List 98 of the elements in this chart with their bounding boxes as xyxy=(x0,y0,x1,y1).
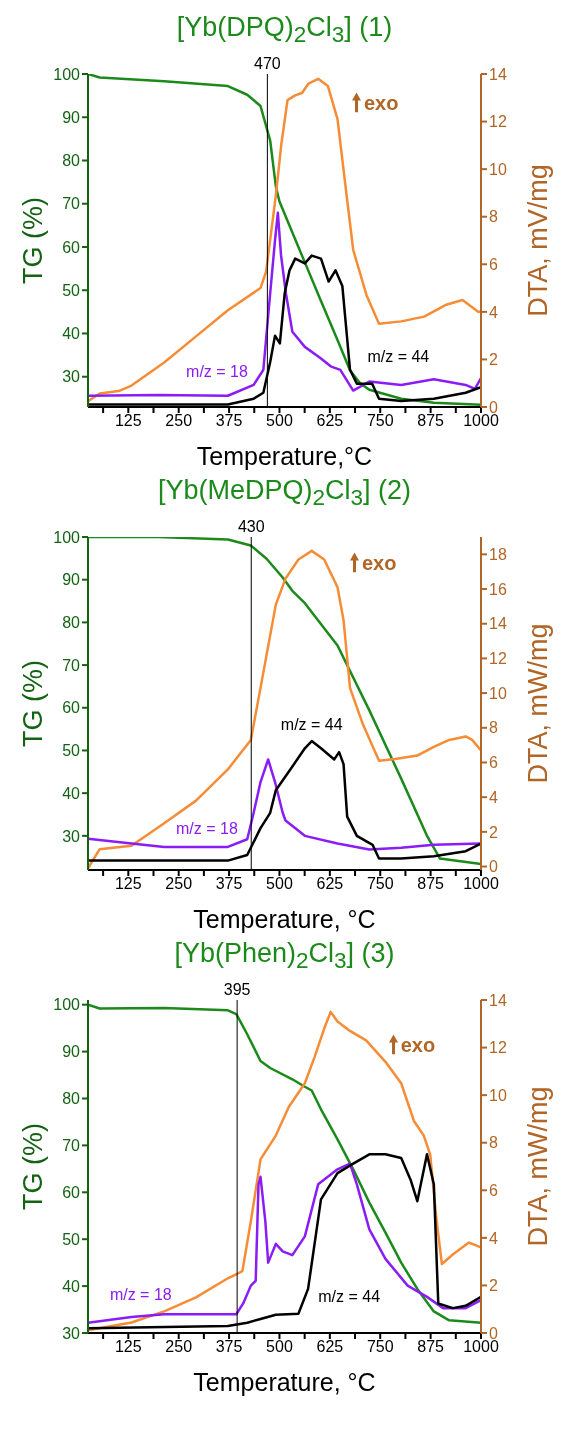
y2-tick-label: 12 xyxy=(489,113,507,131)
x-tick-label: 750 xyxy=(366,412,394,430)
y2-tick-label: 6 xyxy=(489,1181,498,1199)
y2-tick-label: 12 xyxy=(489,1039,507,1057)
y-tick-label: 60 xyxy=(62,238,81,256)
x-tick-label: 625 xyxy=(316,412,344,430)
x-tick-label: 375 xyxy=(215,412,243,430)
annotation: exo xyxy=(362,551,397,575)
x-tick-label: 250 xyxy=(165,875,193,893)
x-tick-label: 375 xyxy=(215,1338,243,1356)
y-tick-label: 30 xyxy=(62,368,81,386)
y-tick-label: 80 xyxy=(62,614,81,632)
x-axis-title: Temperature, °C xyxy=(193,1368,376,1396)
ref-line-label: 395 xyxy=(223,981,251,998)
series-label: m/z = 44 xyxy=(367,348,430,367)
x-tick-label: 125 xyxy=(114,412,142,430)
x-tick-label: 125 xyxy=(114,1338,142,1356)
y-tick-label: 40 xyxy=(62,325,81,343)
y2-tick-label: 4 xyxy=(489,788,498,806)
x-tick-label: 500 xyxy=(266,1338,293,1356)
y2-tick-label: 4 xyxy=(489,303,498,321)
series-label: m/z = 44 xyxy=(318,1287,381,1306)
x-tick-label: 500 xyxy=(266,412,293,430)
y-axis-title: TG (%) xyxy=(17,1123,48,1210)
y-tick-label: 50 xyxy=(62,281,81,299)
x-tick-label: 1000 xyxy=(463,875,499,893)
y2-axis-title: DTA, mW/mg xyxy=(522,1086,553,1247)
chart-title: [Yb(MeDPQ)$_{2}$Cl$_{3}$] (2) xyxy=(156,474,413,511)
y-axis-title: TG (%) xyxy=(17,197,48,284)
x-tick-label: 1000 xyxy=(463,412,499,430)
annotation: exo xyxy=(364,91,399,115)
y2-tick-label: 2 xyxy=(489,351,498,369)
x-tick-label: 375 xyxy=(215,875,243,893)
x-tick-label: 875 xyxy=(417,1338,445,1356)
ref-line-label: 430 xyxy=(237,518,265,535)
x-axis-title: Temperature, °C xyxy=(193,905,376,933)
x-tick-label: 250 xyxy=(165,412,193,430)
y2-tick-label: 18 xyxy=(489,546,507,564)
y-tick-label: 40 xyxy=(62,1277,81,1295)
y2-tick-label: 10 xyxy=(489,160,507,178)
y2-axis-title: DTA, mW/mg xyxy=(522,623,553,784)
y-tick-label: 80 xyxy=(62,152,81,170)
y-tick-label: 100 xyxy=(53,65,81,83)
y2-tick-label: 10 xyxy=(489,684,507,702)
x-tick-label: 875 xyxy=(417,875,445,893)
y-tick-label: 30 xyxy=(62,827,81,845)
ref-line-label: 470 xyxy=(254,55,281,72)
x-tick-label: 875 xyxy=(417,412,445,430)
y2-tick-label: 6 xyxy=(489,255,498,273)
y-tick-label: 90 xyxy=(62,108,81,126)
y2-tick-label: 12 xyxy=(489,650,507,668)
y-tick-label: 90 xyxy=(62,571,81,589)
x-tick-label: 500 xyxy=(266,875,293,893)
y2-tick-label: 14 xyxy=(489,65,507,83)
series-label: m/z = 18 xyxy=(176,820,238,839)
chart-title: [Yb(DPQ)$_{2}$Cl$_{3}$] (1) xyxy=(175,11,394,48)
y-tick-label: 50 xyxy=(62,742,81,760)
x-tick-label: 1000 xyxy=(463,1338,499,1356)
y2-tick-label: 2 xyxy=(489,1277,498,1295)
y2-tick-label: 10 xyxy=(489,1086,507,1104)
y2-tick-label: 6 xyxy=(489,754,498,772)
x-tick-label: 625 xyxy=(316,875,344,893)
series-label: m/z = 18 xyxy=(186,363,248,382)
y-axis-title: TG (%) xyxy=(17,660,48,747)
y2-tick-label: 14 xyxy=(489,615,507,633)
y-tick-label: 70 xyxy=(62,1137,81,1155)
y2-tick-label: 8 xyxy=(489,1134,498,1152)
y-tick-label: 80 xyxy=(62,1090,81,1108)
y2-tick-label: 8 xyxy=(489,719,498,737)
y2-tick-label: 8 xyxy=(489,208,498,226)
series-label: m/z = 18 xyxy=(109,1286,172,1305)
y2-axis-title: DTA, mV/mg xyxy=(522,164,553,317)
y-tick-label: 40 xyxy=(62,784,81,802)
x-tick-label: 250 xyxy=(165,1338,193,1356)
x-tick-label: 125 xyxy=(114,875,142,893)
y2-tick-label: 2 xyxy=(489,823,498,841)
y-tick-label: 70 xyxy=(62,656,81,674)
y-tick-label: 100 xyxy=(53,996,81,1014)
y2-tick-label: 14 xyxy=(489,991,507,1009)
x-tick-label: 625 xyxy=(316,1338,344,1356)
y2-tick-label: 4 xyxy=(489,1229,498,1247)
y2-tick-label: 0 xyxy=(489,858,498,876)
y-tick-label: 70 xyxy=(62,195,81,213)
line-series xyxy=(88,211,481,398)
y-tick-label: 100 xyxy=(53,528,81,546)
y2-tick-label: 16 xyxy=(489,580,507,598)
x-tick-label: 750 xyxy=(366,1338,394,1356)
y-tick-label: 50 xyxy=(62,1230,81,1248)
series-label: m/z = 44 xyxy=(280,715,343,734)
line-series xyxy=(88,758,481,851)
chart-title: [Yb(Phen)$_{2}$Cl$_{3}$] (3) xyxy=(173,937,396,974)
x-axis-title: Temperature,°C xyxy=(196,442,373,470)
y-tick-label: 90 xyxy=(62,1043,81,1061)
y-tick-label: 60 xyxy=(62,699,81,717)
x-tick-label: 750 xyxy=(366,875,394,893)
annotation: exo xyxy=(400,1033,436,1057)
y-tick-label: 60 xyxy=(62,1183,81,1201)
y-tick-label: 30 xyxy=(62,1324,81,1342)
